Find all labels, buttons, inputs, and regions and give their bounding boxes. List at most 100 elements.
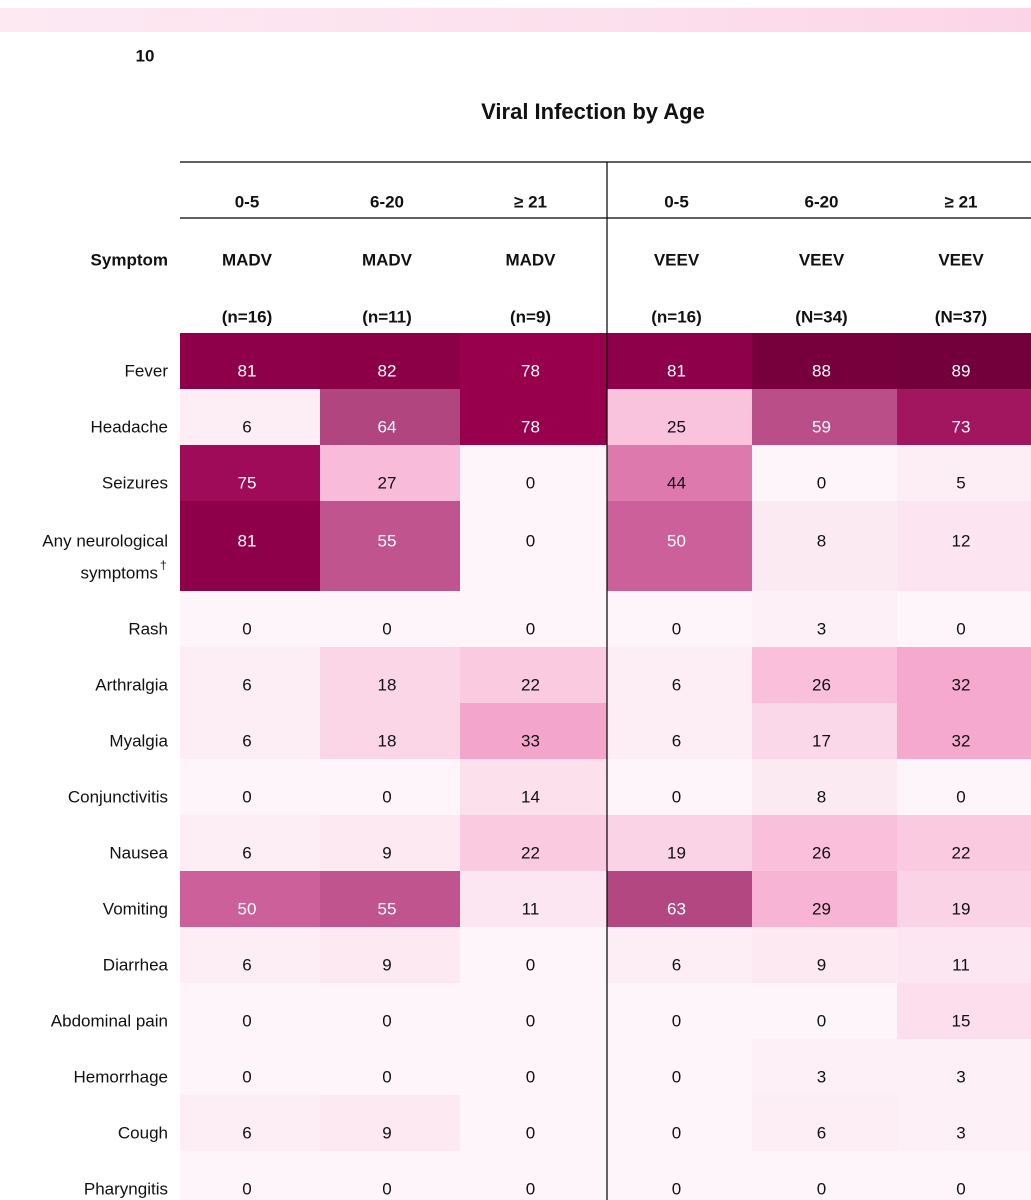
cell-value: 11 [952,955,970,974]
cell-value: 18 [378,731,397,750]
heat-cell [752,703,897,759]
cell-value: 22 [521,675,540,694]
cell-value: 78 [521,361,540,380]
row-label: Pharyngitis [84,1179,168,1198]
heat-cell [897,389,1031,445]
virus-header: MADV [362,250,413,269]
row-label: Seizures [102,473,168,492]
n-header: (N=37) [935,307,987,326]
virus-header: MADV [505,250,556,269]
age-header: 0-5 [235,192,260,211]
heat-cell [460,1151,607,1200]
cell-value: 12 [952,531,971,550]
heat-cell [320,927,460,983]
cell-value: 0 [817,1179,826,1198]
heat-cell [752,983,897,1039]
heat-cell [320,389,460,445]
heat-cell [897,703,1031,759]
row-label-superscript: † [160,558,167,572]
cell-value: 0 [672,1179,681,1198]
heat-cell [320,1039,460,1095]
row-label-line: symptoms [81,563,158,582]
heat-cell [607,759,752,815]
n-header: (n=9) [510,307,551,326]
heat-cell [460,927,607,983]
cell-value: 33 [521,731,540,750]
heat-cell [607,501,752,591]
heat-cell [180,333,320,389]
row-header: Symptom [91,250,168,269]
cell-value: 6 [242,417,251,436]
age-header: ≥ 21 [945,192,978,211]
heat-cell [752,759,897,815]
heat-cell [752,815,897,871]
heat-cell [752,1151,897,1200]
heat-cell [897,1151,1031,1200]
heat-cell [752,591,897,647]
cell-value: 26 [812,843,831,862]
cell-value: 27 [378,473,397,492]
cell-value: 15 [952,1011,971,1030]
cell-value: 0 [672,1067,681,1086]
cell-value: 0 [526,1123,535,1142]
heat-cell [897,647,1031,703]
cell-value: 50 [238,899,257,918]
n-header: (n=16) [651,307,702,326]
cell-value: 63 [667,899,686,918]
cell-value: 11 [522,899,540,918]
cell-value: 55 [378,531,397,550]
cell-value: 44 [667,473,686,492]
heat-cell [752,445,897,501]
row-label: Abdominal pain [51,1011,168,1030]
cell-value: 6 [242,731,251,750]
heat-cell [897,1095,1031,1151]
heat-cell [607,647,752,703]
heat-cell [460,759,607,815]
virus-header: VEEV [799,250,845,269]
heat-cell [460,501,607,591]
cell-value: 81 [238,531,257,550]
heat-cell [320,759,460,815]
heat-cell [607,1095,752,1151]
cell-value: 6 [242,675,251,694]
heat-cell [320,445,460,501]
heat-cell [180,1039,320,1095]
heat-cell [180,927,320,983]
cell-value: 22 [521,843,540,862]
heat-cell [180,501,320,591]
heat-cell [607,871,752,927]
cell-value: 0 [817,473,826,492]
colorbar [0,8,1031,32]
heat-cell [180,1151,320,1200]
row-label: Any neurological [42,531,168,550]
heat-cell [180,389,320,445]
cell-value: 8 [817,531,826,550]
age-header: 6-20 [804,192,838,211]
cell-value: 82 [378,361,397,380]
cell-value: 0 [526,1179,535,1198]
heat-cell [460,1039,607,1095]
heat-cell [180,445,320,501]
row-label: Hemorrhage [74,1067,169,1086]
heat-cell [320,591,460,647]
row-label: Diarrhea [103,955,169,974]
heat-cell [460,445,607,501]
colorbar-tick-label: 10 [136,46,155,65]
cell-value: 9 [817,955,826,974]
heat-cell [320,815,460,871]
cell-value: 73 [952,417,971,436]
n-header: (n=11) [362,307,412,326]
age-header: ≥ 21 [514,192,547,211]
cell-value: 59 [812,417,831,436]
virus-header: VEEV [654,250,700,269]
cell-value: 19 [952,899,971,918]
cell-value: 5 [956,473,965,492]
heat-cell [752,871,897,927]
cell-value: 0 [526,955,535,974]
cell-value: 0 [672,1123,681,1142]
heat-cell [752,927,897,983]
cell-value: 6 [242,843,251,862]
cell-value: 0 [526,473,535,492]
heat-cell [460,703,607,759]
